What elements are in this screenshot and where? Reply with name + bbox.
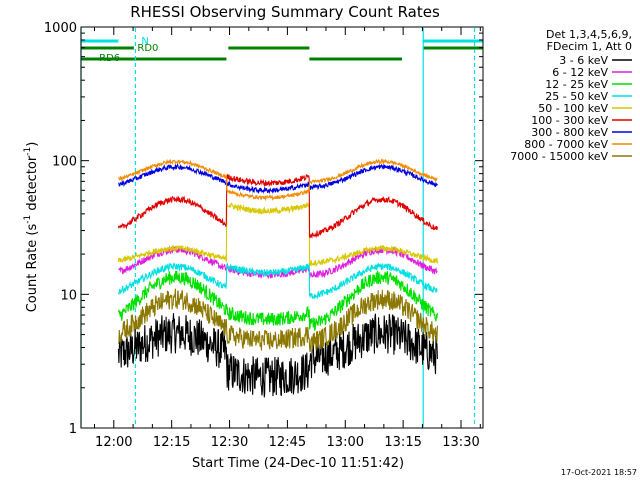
y-tick-label: 1 (69, 422, 77, 437)
legend-label: 300 - 800 keV (531, 126, 608, 139)
series-line (117, 313, 438, 398)
x-tick-label: 12:30 (211, 435, 248, 450)
legend-header: FDecim 1, Att 0 (547, 40, 632, 53)
y-axis-label: Count Rate (s-1 detector-1) (23, 142, 40, 313)
flag-label-n: N (141, 36, 148, 47)
legend: Det 1,3,4,5,6,9,FDecim 1, Att 03 - 6 keV… (510, 28, 632, 163)
legend-header: Det 1,3,4,5,6,9, (546, 28, 632, 41)
series-line (118, 261, 438, 300)
data-series (117, 158, 438, 398)
x-tick-label: 13:15 (384, 435, 421, 450)
x-tick-label: 12:45 (269, 435, 306, 450)
legend-label: 7000 - 15000 keV (510, 150, 608, 163)
legend-label: 25 - 50 keV (545, 90, 608, 103)
legend-label: 50 - 100 keV (538, 102, 608, 115)
legend-label: 12 - 25 keV (545, 78, 608, 91)
y-tick-label: 100 (52, 155, 77, 170)
y-tick-label: 1000 (44, 21, 77, 36)
series-line (117, 288, 438, 353)
series-line (117, 270, 438, 331)
series-line (117, 173, 438, 239)
x-axis-label: Start Time (24-Dec-10 11:51:42) (192, 456, 404, 471)
x-tick-label: 13:30 (442, 435, 479, 450)
series-line (117, 158, 438, 202)
series-line (118, 163, 438, 195)
legend-label: 3 - 6 keV (559, 54, 608, 67)
y-axis-ticks: 1 10 100 1000 (44, 21, 483, 437)
x-tick-label: 12:15 (153, 435, 190, 450)
series-line (117, 202, 438, 268)
legend-label: 800 - 7000 keV (524, 138, 608, 151)
x-tick-label: 13:00 (327, 435, 364, 450)
footer-date: 17-Oct-2021 18:57 (561, 468, 637, 477)
flag-label-rd6: RD6 (99, 53, 120, 64)
x-tick-label: 12:00 (95, 435, 132, 450)
legend-label: 100 - 300 keV (531, 114, 608, 127)
y-tick-label: 10 (60, 288, 77, 303)
plot-frame (80, 26, 484, 429)
legend-label: 6 - 12 keV (552, 66, 608, 79)
x-axis-ticks: 12:00 12:15 12:30 12:45 13:00 13:15 13:30 (94, 27, 481, 450)
flag-label-rd0: RD0 (137, 43, 158, 54)
chart-title: RHESSI Observing Summary Count Rates (130, 3, 440, 21)
